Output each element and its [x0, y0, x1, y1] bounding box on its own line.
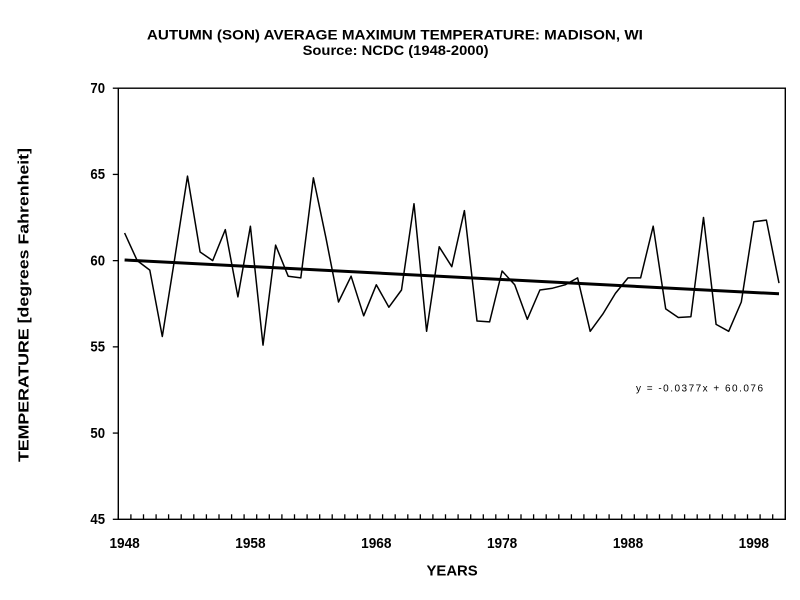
svg-text:YEARS: YEARS: [427, 562, 478, 579]
svg-text:Source: NCDC (1948-2000): Source: NCDC (1948-2000): [303, 42, 489, 58]
svg-text:65: 65: [90, 166, 105, 183]
svg-text:1968: 1968: [361, 535, 391, 552]
svg-text:1998: 1998: [739, 535, 769, 552]
svg-text:45: 45: [90, 511, 105, 528]
svg-text:60: 60: [90, 252, 105, 269]
svg-text:1988: 1988: [613, 535, 643, 552]
svg-text:1958: 1958: [235, 535, 265, 552]
svg-text:1948: 1948: [109, 535, 139, 552]
svg-text:70: 70: [90, 80, 105, 97]
svg-text:55: 55: [90, 339, 105, 356]
svg-text:TEMPERATURE [degrees Fahrenhei: TEMPERATURE [degrees Fahrenheit]: [16, 148, 33, 462]
svg-text:AUTUMN (SON) AVERAGE MAXIMUM T: AUTUMN (SON) AVERAGE MAXIMUM TEMPERATURE…: [147, 26, 643, 42]
svg-text:1978: 1978: [487, 535, 517, 552]
svg-text:50: 50: [90, 425, 105, 442]
svg-text:y = -0.0377x + 60.076: y = -0.0377x + 60.076: [636, 383, 763, 394]
